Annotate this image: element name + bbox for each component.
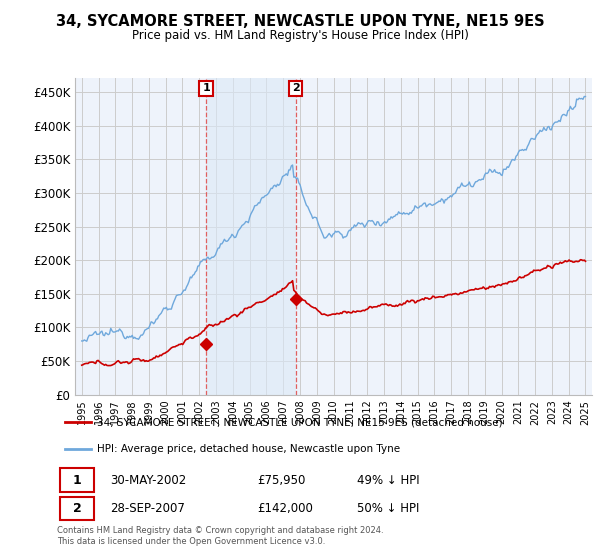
Bar bbox=[59, 468, 94, 492]
Text: 28-SEP-2007: 28-SEP-2007 bbox=[110, 502, 185, 515]
Text: 50% ↓ HPI: 50% ↓ HPI bbox=[357, 502, 419, 515]
Text: 34, SYCAMORE STREET, NEWCASTLE UPON TYNE, NE15 9ES: 34, SYCAMORE STREET, NEWCASTLE UPON TYNE… bbox=[56, 14, 544, 29]
Text: 2: 2 bbox=[292, 83, 299, 94]
Bar bbox=[206, 78, 296, 395]
Text: HPI: Average price, detached house, Newcastle upon Tyne: HPI: Average price, detached house, Newc… bbox=[97, 444, 400, 454]
Text: Price paid vs. HM Land Registry's House Price Index (HPI): Price paid vs. HM Land Registry's House … bbox=[131, 29, 469, 42]
Text: Contains HM Land Registry data © Crown copyright and database right 2024.
This d: Contains HM Land Registry data © Crown c… bbox=[57, 526, 383, 546]
Text: 1: 1 bbox=[202, 83, 210, 94]
Text: 34, SYCAMORE STREET, NEWCASTLE UPON TYNE, NE15 9ES (detached house): 34, SYCAMORE STREET, NEWCASTLE UPON TYNE… bbox=[97, 417, 502, 427]
Text: 30-MAY-2002: 30-MAY-2002 bbox=[110, 474, 186, 487]
Text: 2: 2 bbox=[73, 502, 82, 515]
Text: £75,950: £75,950 bbox=[257, 474, 305, 487]
Text: £142,000: £142,000 bbox=[257, 502, 313, 515]
Bar bbox=[59, 497, 94, 520]
Text: 49% ↓ HPI: 49% ↓ HPI bbox=[357, 474, 420, 487]
Text: 1: 1 bbox=[73, 474, 82, 487]
